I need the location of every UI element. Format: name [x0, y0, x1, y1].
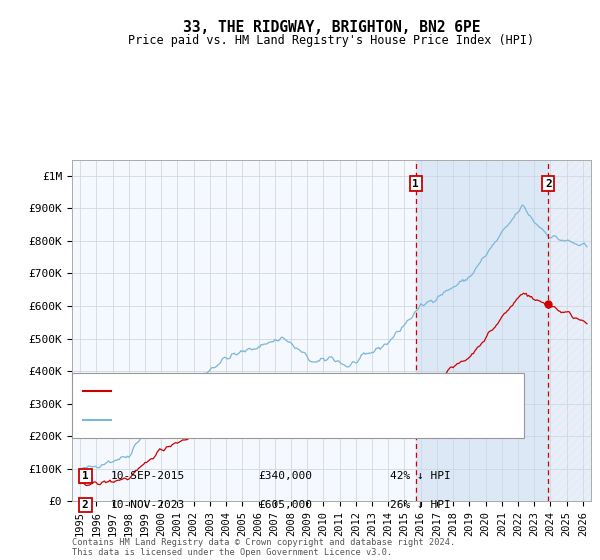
Text: 2: 2	[82, 500, 89, 510]
Text: 1: 1	[82, 471, 89, 481]
Text: Contains HM Land Registry data © Crown copyright and database right 2024.
This d: Contains HM Land Registry data © Crown c…	[72, 538, 455, 557]
Text: 2: 2	[545, 179, 552, 189]
Text: 1: 1	[412, 179, 419, 189]
Text: 26% ↓ HPI: 26% ↓ HPI	[390, 500, 451, 510]
Text: 10-SEP-2015: 10-SEP-2015	[111, 471, 185, 481]
Text: £340,000: £340,000	[258, 471, 312, 481]
Text: HPI: Average price, detached house, Brighton and Hove: HPI: Average price, detached house, Brig…	[117, 415, 461, 425]
Text: 42% ↓ HPI: 42% ↓ HPI	[390, 471, 451, 481]
Text: £605,000: £605,000	[258, 500, 312, 510]
Bar	[548, 160, 591, 501]
Text: Price paid vs. HM Land Registry's House Price Index (HPI): Price paid vs. HM Land Registry's House …	[128, 34, 535, 46]
Text: 33, THE RIDGWAY, BRIGHTON, BN2 6PE: 33, THE RIDGWAY, BRIGHTON, BN2 6PE	[183, 20, 480, 35]
Text: 10-NOV-2023: 10-NOV-2023	[111, 500, 185, 510]
Text: 33, THE RIDGWAY, BRIGHTON, BN2 6PE (detached house): 33, THE RIDGWAY, BRIGHTON, BN2 6PE (deta…	[117, 386, 449, 396]
Bar	[416, 160, 548, 501]
